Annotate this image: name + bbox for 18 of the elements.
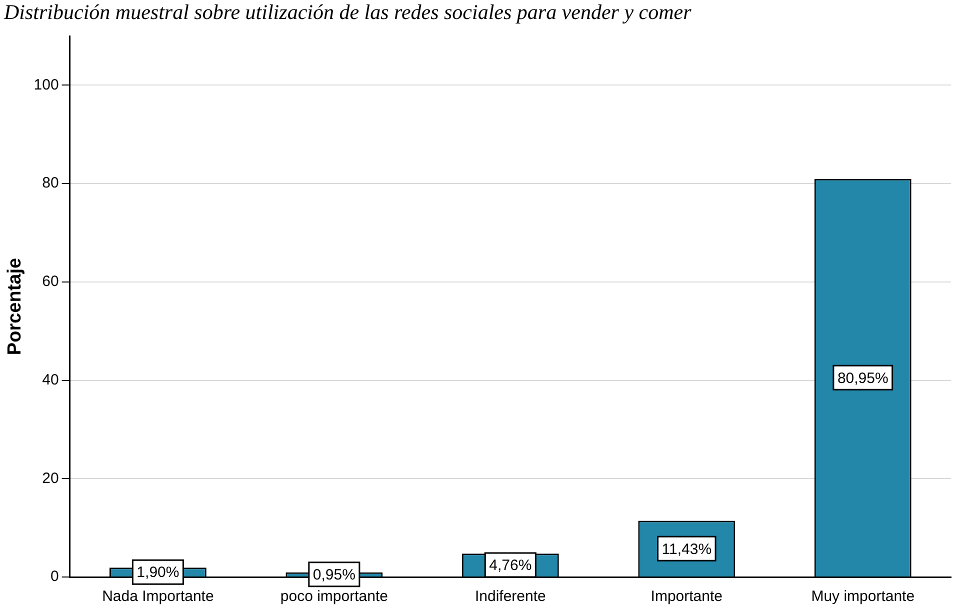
x-tick-label: Muy importante: [811, 588, 915, 606]
y-tick-label: 20: [42, 470, 59, 487]
data-label: 4,76%: [489, 557, 532, 574]
data-label: 0,95%: [312, 566, 356, 584]
data-label: 1,90%: [136, 564, 180, 582]
data-label: 11,43%: [662, 540, 712, 558]
y-tick-label: 100: [34, 76, 59, 94]
y-tick-label: 80: [42, 174, 59, 192]
y-axis-title: Porcentaje: [4, 258, 26, 356]
x-tick-label: Nada Importante: [102, 588, 214, 606]
x-tick-label: Importante: [650, 588, 723, 606]
x-tick-label: poco importante: [280, 588, 388, 606]
y-tick-label: 0: [50, 568, 59, 586]
y-tick-label: 40: [42, 371, 59, 388]
chart-title: Distribución muestral sobre utilización de las redes sociales para vender y comer: [2, 0, 692, 24]
data-label: 80,95%: [837, 370, 888, 387]
y-tick-label: 60: [42, 273, 59, 290]
x-tick-label: Indiferente: [474, 588, 546, 606]
